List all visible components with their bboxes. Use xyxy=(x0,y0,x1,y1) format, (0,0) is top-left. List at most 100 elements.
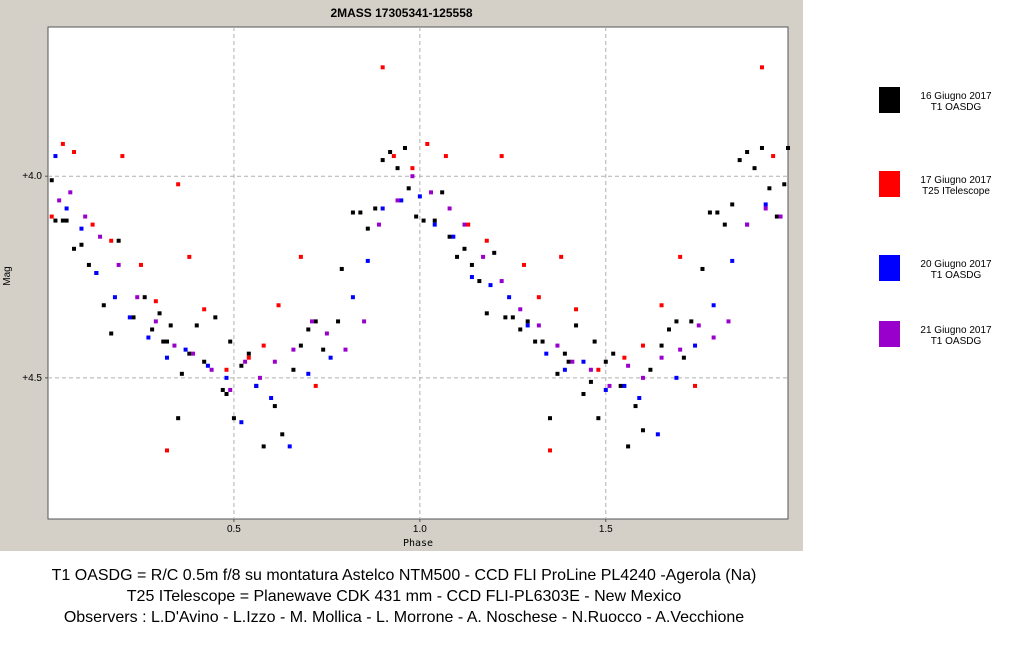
data-point-series-3 xyxy=(637,396,642,401)
data-point-series-4 xyxy=(395,198,400,203)
data-point-series-1 xyxy=(518,327,523,332)
data-point-series-1 xyxy=(596,416,601,421)
data-point-series-3 xyxy=(711,303,716,308)
data-point-series-1 xyxy=(510,315,515,320)
data-point-series-1 xyxy=(477,279,482,284)
data-point-series-3 xyxy=(328,355,333,360)
data-point-series-4 xyxy=(570,359,575,364)
data-point-series-1 xyxy=(86,262,91,267)
data-point-series-2 xyxy=(380,65,385,70)
data-point-series-1 xyxy=(339,266,344,271)
legend-label: 21 Giugno 2017 T1 OASDG xyxy=(920,325,992,347)
data-point-series-3 xyxy=(655,432,660,437)
note-observers: Observers : L.D'Avino - L.Izzo - M. Moll… xyxy=(63,609,745,626)
data-point-series-1 xyxy=(659,343,664,348)
data-point-series-1 xyxy=(64,218,69,223)
data-point-series-1 xyxy=(261,444,266,449)
note-t1-oasdg: T1 OASDG = R/C 0.5m f/8 su montatura Ast… xyxy=(51,567,757,584)
data-point-series-1 xyxy=(291,367,296,372)
data-point-series-4 xyxy=(272,359,277,364)
data-point-series-4 xyxy=(172,343,177,348)
data-point-series-1 xyxy=(53,218,58,223)
points-layer xyxy=(49,65,790,453)
data-point-series-1 xyxy=(548,416,553,421)
data-point-series-1 xyxy=(306,327,311,332)
data-point-series-1 xyxy=(782,182,787,187)
data-point-series-2 xyxy=(410,166,415,171)
data-point-series-1 xyxy=(681,355,686,360)
data-point-series-4 xyxy=(763,206,768,211)
data-point-series-2 xyxy=(574,307,579,312)
data-point-series-1 xyxy=(618,383,623,388)
data-point-series-3 xyxy=(544,351,549,356)
data-point-series-1 xyxy=(224,391,229,396)
data-point-series-1 xyxy=(592,339,597,344)
data-point-series-3 xyxy=(432,222,437,227)
data-point-series-1 xyxy=(60,218,65,223)
data-point-series-1 xyxy=(722,222,727,227)
data-point-series-3 xyxy=(417,194,422,199)
data-point-series-3 xyxy=(53,154,58,159)
data-point-series-2 xyxy=(164,448,169,453)
plot-area xyxy=(47,26,789,520)
data-point-series-4 xyxy=(588,367,593,372)
legend-swatch xyxy=(879,171,900,197)
data-point-series-1 xyxy=(150,327,155,332)
data-point-series-4 xyxy=(68,190,73,195)
data-point-series-2 xyxy=(521,262,526,267)
data-point-series-2 xyxy=(559,254,564,259)
data-point-series-2 xyxy=(109,238,114,243)
data-point-series-1 xyxy=(272,404,277,409)
data-point-series-1 xyxy=(667,327,672,332)
y-tick-label: +4.5 xyxy=(22,373,42,384)
data-point-series-1 xyxy=(786,145,790,150)
data-point-series-4 xyxy=(726,319,731,324)
data-point-series-2 xyxy=(678,254,683,259)
data-point-series-1 xyxy=(555,371,560,376)
data-point-series-1 xyxy=(239,363,244,368)
data-point-series-3 xyxy=(603,387,608,392)
note-t25-itelescope: T25 ITelescope = Planewave CDK 431 mm - … xyxy=(126,588,682,605)
data-point-series-3 xyxy=(350,295,355,300)
data-point-series-1 xyxy=(432,218,437,223)
data-point-series-4 xyxy=(607,383,612,388)
data-point-series-1 xyxy=(164,339,169,344)
data-point-series-1 xyxy=(202,359,207,364)
data-point-series-1 xyxy=(373,206,378,211)
data-point-series-3 xyxy=(365,258,370,263)
data-point-series-2 xyxy=(693,383,698,388)
data-point-series-4 xyxy=(83,214,88,219)
y-axis-label: Mag xyxy=(2,266,13,285)
data-point-series-1 xyxy=(503,315,508,320)
data-point-series-1 xyxy=(157,311,162,316)
data-point-series-2 xyxy=(261,343,266,348)
chart-title: 2MASS 17305341-125558 xyxy=(330,6,473,20)
x-axis-label: Phase xyxy=(403,538,433,549)
data-point-series-3 xyxy=(622,383,627,388)
data-point-series-1 xyxy=(492,250,497,255)
data-point-series-1 xyxy=(49,178,54,183)
data-point-series-2 xyxy=(72,150,77,155)
data-point-series-3 xyxy=(146,335,151,340)
data-point-series-1 xyxy=(321,347,326,352)
data-point-series-4 xyxy=(209,367,214,372)
data-point-series-1 xyxy=(168,323,173,328)
data-point-series-1 xyxy=(365,226,370,231)
data-point-series-1 xyxy=(231,416,236,421)
data-point-series-1 xyxy=(626,444,631,449)
legend-label: 16 Giugno 2017 T1 OASDG xyxy=(920,91,992,113)
data-point-series-1 xyxy=(689,319,694,324)
legend-label: 20 Giugno 2017 T1 OASDG xyxy=(920,259,992,281)
data-point-series-3 xyxy=(399,198,404,203)
data-point-series-2 xyxy=(153,299,158,304)
data-point-series-2 xyxy=(246,355,251,360)
data-point-series-1 xyxy=(142,295,147,300)
data-point-series-1 xyxy=(280,432,285,437)
data-point-series-1 xyxy=(640,428,645,433)
data-point-series-3 xyxy=(183,347,188,352)
data-point-series-3 xyxy=(224,375,229,380)
data-point-series-1 xyxy=(767,186,772,191)
data-point-series-3 xyxy=(581,359,586,364)
data-point-series-2 xyxy=(120,154,125,159)
data-point-series-3 xyxy=(451,234,456,239)
